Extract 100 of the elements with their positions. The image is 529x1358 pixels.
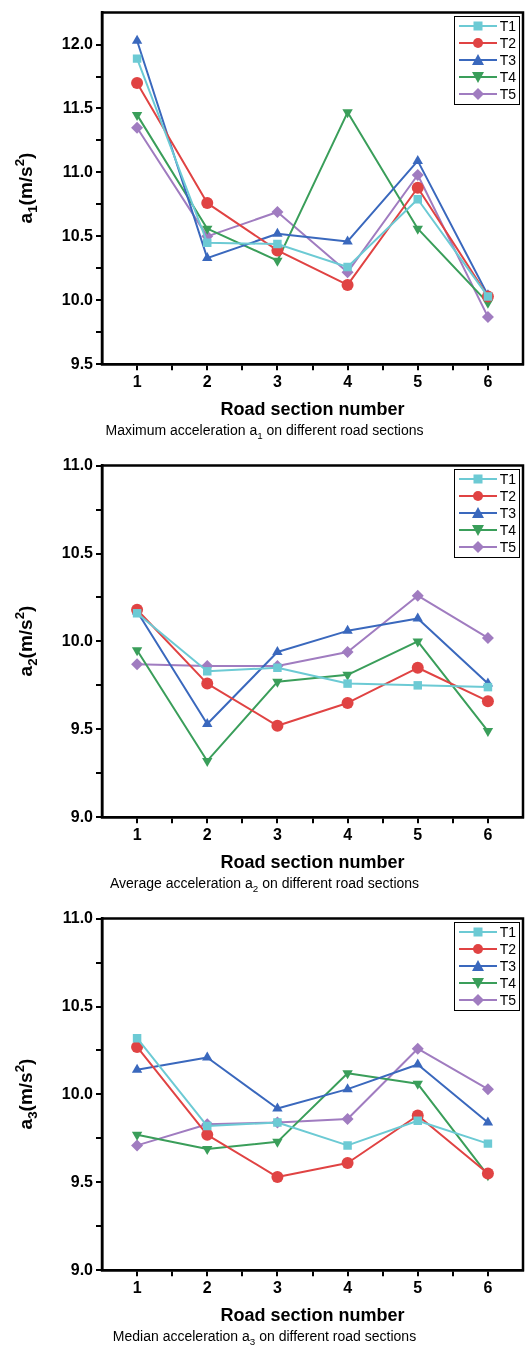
x-axis-title: Road section number (220, 399, 405, 420)
text: Average acceleration a$_{2}$ on different road sections (108, 875, 421, 894)
point (483, 1139, 493, 1148)
legend-label: T3 (499, 957, 516, 975)
point (481, 310, 494, 323)
point (132, 54, 142, 63)
point (482, 728, 494, 738)
point (481, 631, 494, 644)
y-tick-label: 10.5 (61, 996, 94, 1014)
point (342, 109, 353, 119)
x-tick-label: 2 (202, 1279, 212, 1297)
x-tick-label: 1 (132, 826, 142, 844)
point (342, 1083, 353, 1093)
legend-label: T4 (499, 68, 516, 86)
point (271, 206, 284, 219)
point (482, 1116, 494, 1126)
y-tick-label: 10.0 (61, 631, 94, 649)
y-tick-label: 10.0 (61, 290, 94, 308)
x-tick-label: 5 (413, 1279, 423, 1297)
point (341, 1113, 354, 1126)
point (411, 168, 424, 181)
x-tick-label: 3 (272, 826, 282, 844)
legend-label: T4 (499, 521, 516, 539)
legend-label: T2 (499, 487, 516, 505)
point (202, 1145, 213, 1155)
point (412, 225, 423, 235)
point (411, 661, 424, 674)
point (412, 638, 423, 648)
point (341, 696, 354, 709)
y-tick-label: 9.0 (70, 1260, 94, 1278)
x-axis-title: Road section number (220, 852, 405, 873)
x-tick-label: 4 (343, 373, 353, 391)
x-axis-title: Road section number (220, 1305, 405, 1326)
point (271, 719, 284, 732)
y-tick-label: 11.5 (62, 98, 94, 116)
x-tick-label: 4 (343, 1279, 353, 1297)
point (481, 1083, 494, 1096)
point (413, 195, 422, 204)
point (412, 154, 423, 164)
point (272, 227, 283, 237)
x-tick-label: 1 (132, 373, 142, 391)
x-tick-label: 6 (483, 826, 493, 844)
y-tick-label: 10.5 (61, 226, 94, 244)
x-tick-label: 5 (413, 373, 423, 391)
point (273, 239, 282, 249)
point (131, 1139, 144, 1152)
point (481, 695, 494, 708)
x-tick-label: 3 (272, 1279, 282, 1297)
point (131, 76, 144, 89)
point (203, 667, 212, 676)
x-tick-label: 6 (483, 1279, 493, 1297)
point (341, 1156, 354, 1169)
legend-label: T2 (499, 34, 516, 52)
point (202, 757, 213, 767)
legend-label: T2 (499, 940, 516, 958)
point (341, 278, 354, 291)
legend-label: T1 (499, 923, 516, 941)
legend-label: T1 (499, 17, 516, 35)
point (272, 257, 283, 267)
legend-label: T4 (499, 974, 516, 992)
legend-label: T3 (499, 504, 516, 522)
point (341, 645, 354, 658)
y-tick-label: 11.0 (62, 456, 94, 474)
point (271, 1171, 284, 1184)
legend-label: T3 (499, 51, 516, 69)
x-tick-label: 4 (343, 826, 353, 844)
x-tick-label: 2 (202, 373, 212, 391)
legend-label: T5 (499, 538, 516, 556)
y-tick-label: 9.0 (70, 807, 94, 825)
point (272, 1138, 283, 1148)
point (132, 609, 142, 618)
point (131, 34, 143, 44)
point (412, 1080, 423, 1090)
x-tick-label: 5 (413, 826, 423, 844)
y-tick-label: 10.0 (61, 1084, 94, 1102)
point (412, 1058, 423, 1068)
text: Median acceleration a$_{3}$ on different road sections (111, 1328, 418, 1347)
point (343, 679, 352, 688)
y-tick-label: 12.0 (61, 34, 94, 52)
text: Maximum acceleration a$_{1}$ on different road sections (104, 422, 425, 441)
point (131, 1063, 143, 1073)
x-tick-label: 3 (272, 373, 282, 391)
point (201, 197, 214, 210)
point (131, 1131, 143, 1141)
y-tick-label: 9.5 (70, 719, 94, 737)
point (201, 677, 214, 690)
x-tick-label: 2 (202, 826, 212, 844)
x-tick-label: 6 (483, 373, 493, 391)
legend-label: T1 (499, 470, 516, 488)
point (272, 645, 283, 655)
point (131, 647, 143, 657)
point (202, 252, 213, 262)
x-tick-label: 1 (132, 1279, 142, 1297)
point (272, 678, 283, 688)
point (131, 121, 144, 134)
y-tick-label: 11.0 (62, 909, 94, 927)
point (411, 1042, 424, 1055)
point (343, 262, 352, 272)
point (413, 681, 422, 690)
point (412, 612, 423, 622)
